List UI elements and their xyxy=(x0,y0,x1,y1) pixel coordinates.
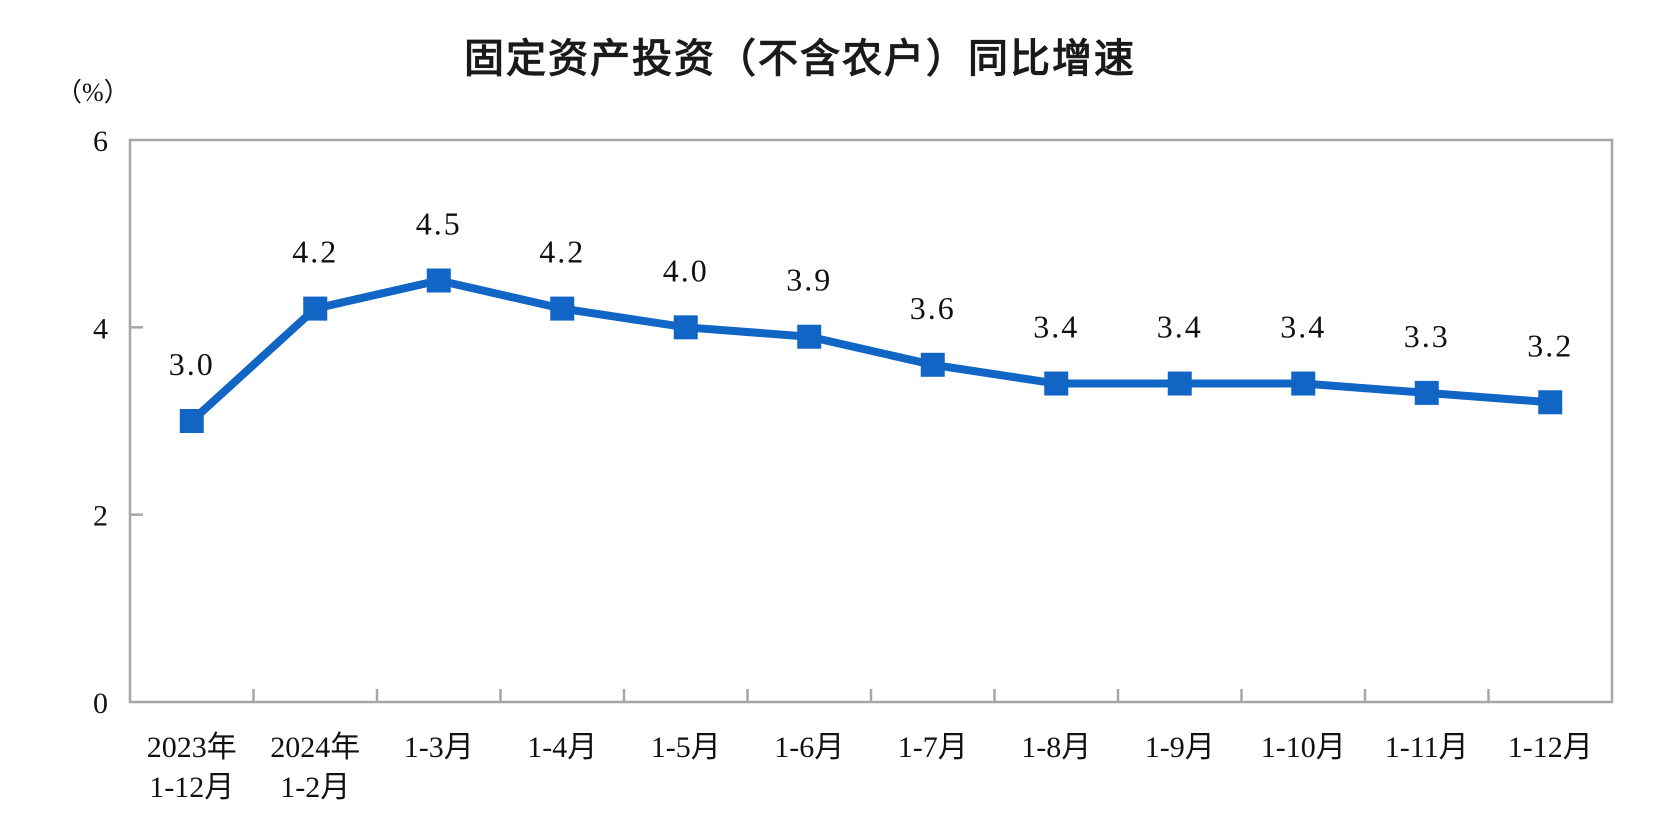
data-point-marker xyxy=(303,296,328,321)
y-tick-label: 4 xyxy=(93,312,108,345)
data-point-label: 3.4 xyxy=(1033,309,1079,345)
data-point-marker xyxy=(550,296,575,321)
data-point-marker xyxy=(1167,371,1192,396)
data-point-marker xyxy=(1044,371,1069,396)
y-tick-label: 6 xyxy=(93,125,108,158)
data-point-marker xyxy=(426,268,451,293)
x-tick-label: 1-9月 xyxy=(1145,731,1215,764)
y-tick-label: 2 xyxy=(93,500,108,533)
data-point-label: 3.3 xyxy=(1404,318,1450,354)
x-tick-label: 1-11月 xyxy=(1385,731,1469,764)
x-tick-label: 1-3月 xyxy=(404,731,474,764)
data-point-label: 3.9 xyxy=(786,262,832,298)
data-point-marker xyxy=(1414,380,1439,405)
data-point-label: 3.4 xyxy=(1280,309,1326,345)
data-series-line xyxy=(189,276,1551,424)
data-point-label: 3.2 xyxy=(1527,327,1573,363)
x-tick-label: 2024年 1-2月 xyxy=(270,731,360,804)
data-point-marker xyxy=(1538,390,1563,415)
x-tick-label: 1-6月 xyxy=(774,731,844,764)
data-point-label: 3.4 xyxy=(1157,309,1203,345)
chart-title: 固定资产投资（不含农户）同比增速 xyxy=(464,37,1136,81)
y-tick-label: 0 xyxy=(93,687,108,720)
data-point-label: 3.0 xyxy=(169,346,215,382)
y-axis-unit-label: （%） xyxy=(56,78,130,107)
x-tick-label: 1-12月 xyxy=(1508,731,1593,764)
data-point-label: 4.0 xyxy=(663,252,709,288)
x-tick-label: 1-10月 xyxy=(1261,731,1346,764)
x-tick-label: 2023年 1-12月 xyxy=(147,731,237,804)
data-point-marker xyxy=(673,315,698,340)
x-tick-label: 1-5月 xyxy=(651,731,721,764)
data-point-label: 4.5 xyxy=(416,206,462,242)
x-tick-label: 1-8月 xyxy=(1021,731,1091,764)
x-tick-label: 1-7月 xyxy=(898,731,968,764)
data-point-label: 3.6 xyxy=(910,290,956,326)
data-point-marker xyxy=(1291,371,1316,396)
x-tick-label: 1-4月 xyxy=(527,731,597,764)
data-point-label: 4.2 xyxy=(292,234,338,270)
data-point-marker xyxy=(179,409,204,433)
data-point-marker xyxy=(920,352,945,377)
data-point-marker xyxy=(797,324,822,349)
data-point-label: 4.2 xyxy=(539,234,585,270)
plot-border xyxy=(128,138,1614,704)
